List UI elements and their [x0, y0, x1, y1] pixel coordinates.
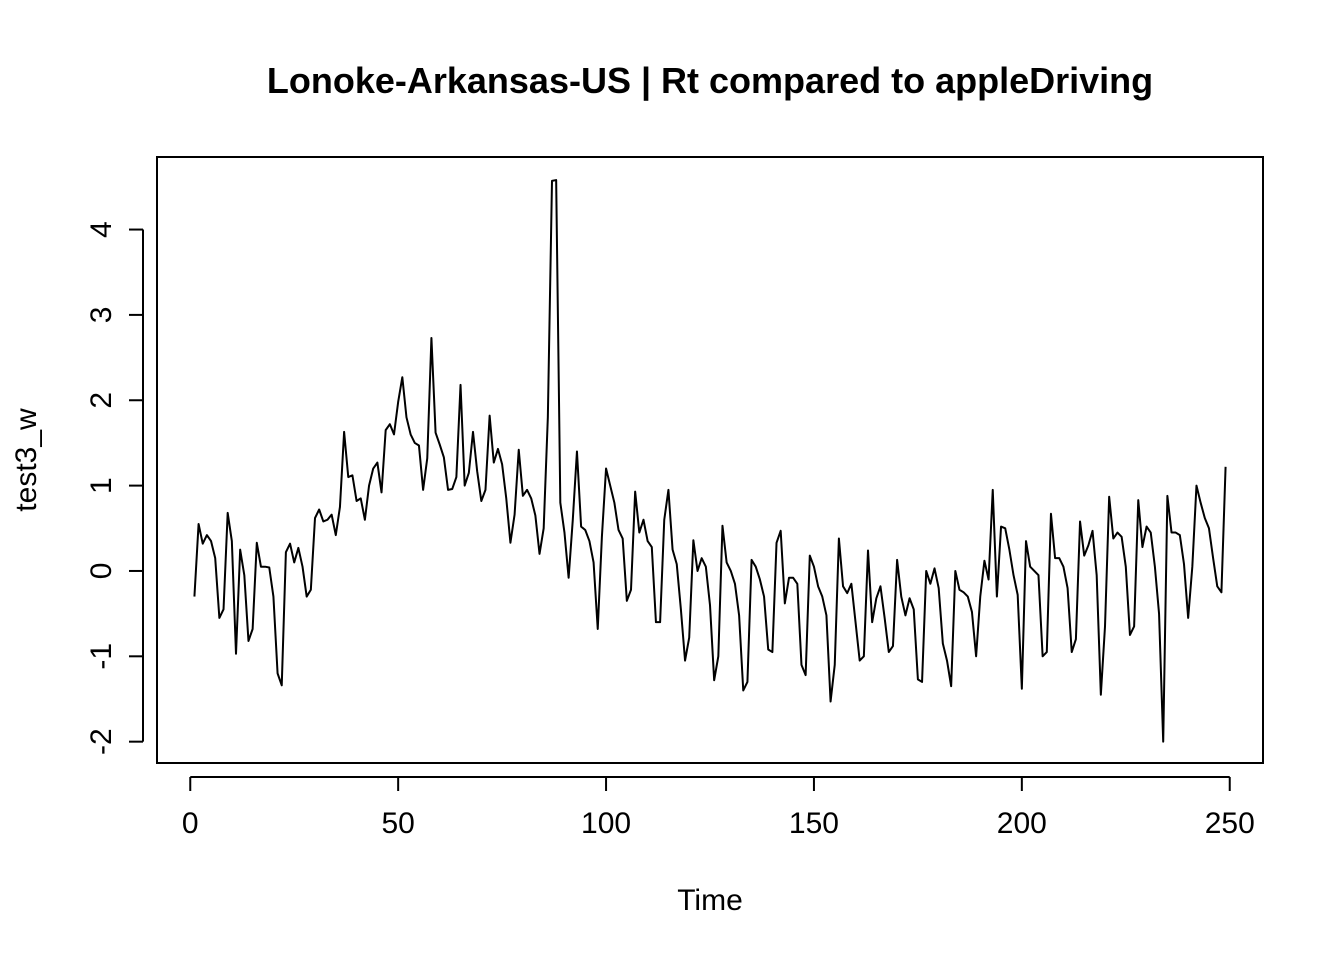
y-tick-label: 2 [85, 392, 118, 409]
y-tick-label: 1 [85, 477, 118, 494]
y-tick-label: -1 [85, 643, 118, 670]
series-line [193, 179, 1227, 743]
x-tick-label: 200 [997, 807, 1047, 840]
chart-title: Lonoke-Arkansas-US | Rt compared to appl… [267, 60, 1153, 102]
y-tick-label: 4 [85, 221, 118, 238]
y-axis-label: test3_w [10, 408, 43, 512]
x-tick-label: 0 [182, 807, 199, 840]
x-tick-label: 250 [1205, 807, 1255, 840]
x-axis: 0 50 100 150 200 250 [182, 776, 1255, 840]
x-axis-label: Time [677, 884, 743, 917]
x-tick-label: 100 [581, 807, 631, 840]
y-tick-label: -2 [85, 728, 118, 755]
x-tick-label: 50 [381, 807, 414, 840]
y-tick-label: 0 [85, 563, 118, 580]
plot-frame [156, 156, 1264, 764]
y-tick-label: 3 [85, 307, 118, 324]
x-tick-label: 150 [789, 807, 839, 840]
y-axis: -2 -1 0 1 2 3 4 [85, 221, 144, 755]
